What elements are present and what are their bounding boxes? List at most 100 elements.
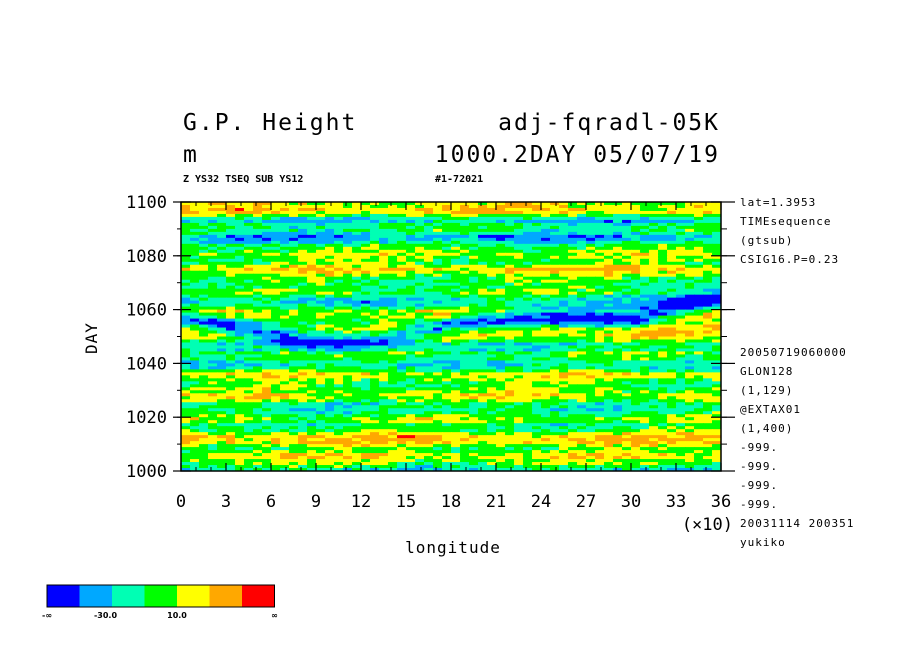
heat-cell (289, 381, 299, 385)
heat-cell (226, 402, 236, 406)
heat-cell (685, 279, 695, 284)
heat-cell (271, 309, 281, 314)
heat-cell (235, 285, 245, 290)
heat-cell (307, 279, 317, 284)
heat-cell (460, 429, 470, 433)
heat-cell (271, 267, 281, 272)
heat-cell (631, 384, 641, 388)
heat-cell (388, 426, 398, 430)
heat-cell (577, 231, 587, 236)
heat-cell (649, 228, 659, 233)
heat-cell (190, 417, 200, 421)
heat-cell (244, 402, 254, 406)
heat-cell (577, 417, 587, 421)
heat-cell (667, 312, 677, 317)
heat-cell (712, 225, 721, 230)
heat-cell (568, 441, 578, 445)
heat-cell (658, 279, 668, 284)
heat-cell (271, 390, 281, 394)
heat-cell (316, 378, 326, 382)
heat-cell (397, 276, 407, 281)
heat-cell (424, 216, 434, 221)
heat-cell (577, 264, 587, 269)
heat-cell (334, 351, 344, 356)
heat-cell (199, 339, 209, 344)
heat-cell (253, 216, 263, 221)
heat-cell (469, 387, 479, 391)
heat-cell (631, 202, 641, 206)
heat-cell (289, 216, 299, 221)
heat-cell (343, 273, 353, 278)
heat-cell (496, 312, 506, 317)
heat-cell (289, 318, 299, 323)
heat-cell (352, 213, 362, 218)
heat-cell (685, 252, 695, 257)
heat-cell (235, 234, 245, 239)
heat-cell (640, 297, 650, 302)
heat-cell (469, 411, 479, 415)
heat-cell (325, 387, 335, 391)
heat-cell (514, 202, 524, 206)
heat-cell (181, 444, 191, 448)
heat-cell (424, 246, 434, 251)
heat-cell (460, 366, 470, 370)
heat-cell (505, 333, 515, 338)
heat-cell (388, 294, 398, 299)
heat-cell (406, 423, 416, 427)
heat-cell (181, 324, 191, 329)
heat-cell (595, 228, 605, 233)
heat-cell (199, 234, 209, 239)
heat-cell (181, 243, 191, 248)
heat-cell (262, 387, 272, 391)
heat-cell (379, 390, 389, 394)
heat-cell (343, 402, 353, 406)
heat-cell (550, 330, 560, 335)
heat-cell (244, 202, 254, 206)
heat-cell (685, 270, 695, 275)
heat-cell (703, 381, 713, 385)
heat-cell (577, 243, 587, 248)
heat-cell (604, 432, 614, 436)
heat-cell (370, 345, 380, 350)
heat-cell (271, 402, 281, 406)
heat-cell (559, 387, 569, 391)
heat-cell (622, 378, 632, 382)
heat-cell (397, 432, 407, 436)
heat-cell (424, 234, 434, 239)
heat-cell (415, 357, 425, 362)
heat-cell (550, 381, 560, 385)
heat-cell (532, 249, 542, 254)
heat-cell (280, 285, 290, 290)
heat-cell (343, 369, 353, 373)
heat-cell (577, 306, 587, 311)
heat-cell (469, 333, 479, 338)
heat-cell (289, 270, 299, 275)
heat-cell (298, 369, 308, 373)
heat-cell (640, 267, 650, 272)
heat-cell (631, 381, 641, 385)
heat-cell (298, 354, 308, 359)
heat-cell (541, 297, 551, 302)
heat-cell (478, 264, 488, 269)
heat-cell (190, 273, 200, 278)
heat-cell (379, 402, 389, 406)
heat-cell (622, 438, 632, 442)
heat-cell (244, 417, 254, 421)
heat-cell (280, 357, 290, 362)
heat-cell (433, 216, 443, 221)
heat-cell (622, 372, 632, 376)
heat-cell (271, 228, 281, 233)
heat-cell (334, 366, 344, 370)
heat-cell (289, 285, 299, 290)
heat-cell (217, 393, 227, 397)
heat-cell (289, 357, 299, 362)
heat-cell (667, 333, 677, 338)
heat-cell (496, 309, 506, 314)
heat-cell (397, 210, 407, 215)
heat-cell (541, 399, 551, 403)
heat-cell (334, 246, 344, 251)
heat-cell (595, 426, 605, 430)
heat-cell (442, 285, 452, 290)
heat-cell (613, 411, 623, 415)
heat-cell (262, 330, 272, 335)
